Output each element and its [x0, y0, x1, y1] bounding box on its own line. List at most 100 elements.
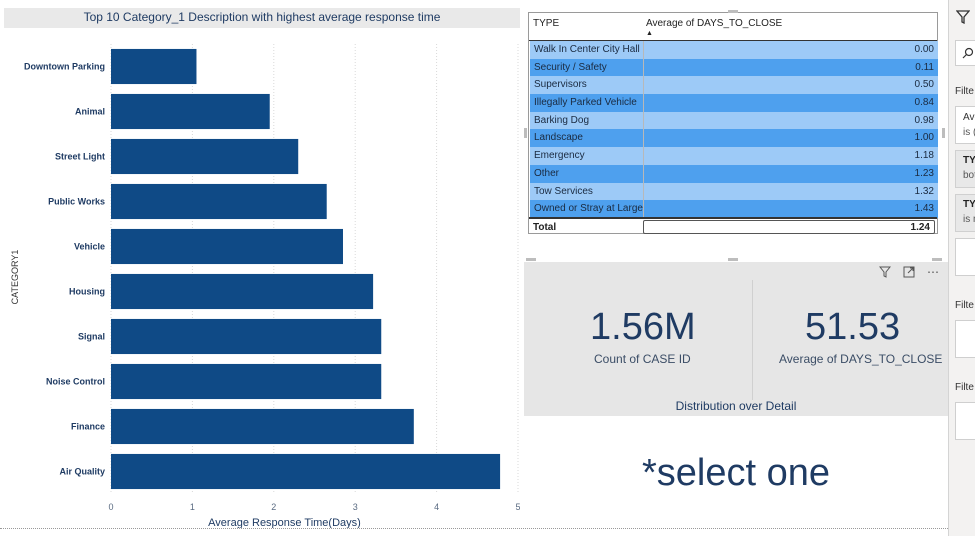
- table-row[interactable]: Supervisors 0.50: [530, 76, 938, 94]
- y-category-label: Signal: [78, 332, 105, 342]
- table-cell-avg-days: 0.11: [915, 62, 934, 73]
- type-table-visual[interactable]: TYPE Average of DAYS_TO_CLOSE ▲ Walk In …: [528, 12, 938, 234]
- table-row[interactable]: Security / Safety 0.11: [530, 59, 938, 77]
- bar[interactable]: [111, 409, 414, 444]
- x-tick-label: 4: [434, 502, 439, 512]
- table-cell-avg-days: 1.43: [915, 203, 934, 214]
- table-row[interactable]: Illegally Parked Vehicle 0.84: [530, 94, 938, 112]
- table-row[interactable]: Other 1.23: [530, 165, 938, 183]
- filter-card-type-1-state: bot: [963, 170, 975, 181]
- table-body: Walk In Center City Hall 0.00 Security / S…: [530, 41, 938, 218]
- count-card-label: Count of CASE ID: [594, 352, 691, 366]
- filters-on-visual-label: Filte: [955, 86, 974, 97]
- filter-card-average[interactable]: Ave is (: [955, 106, 975, 144]
- filters-pane[interactable]: Filte Ave is ( TY bot TY is n Filte Filt…: [948, 0, 975, 536]
- filter-card-type-2-state: is n: [963, 214, 975, 225]
- column-separator: [643, 41, 644, 217]
- report-canvas: Top 10 Category_1 Description with highe…: [0, 0, 948, 536]
- filter-card-type-1[interactable]: TY bot: [955, 150, 975, 188]
- y-category-label: Street Light: [55, 152, 105, 162]
- x-axis-title: Average Response Time(Days): [208, 517, 361, 528]
- filter-card-type-2-title: TY: [963, 199, 975, 210]
- bar-chart-plot[interactable]: 0 1 2 3 4 5 Downtown Parking Animal Street Light…: [4, 28, 520, 528]
- add-data-field-box-1[interactable]: [955, 238, 975, 276]
- bar-chart-visual[interactable]: Top 10 Category_1 Description with highe…: [4, 8, 520, 528]
- select-one-text: *select one: [524, 452, 948, 495]
- table-cell-type: Illegally Parked Vehicle: [534, 97, 637, 108]
- table-cell-avg-days: 0.50: [915, 79, 934, 90]
- y-category-label: Vehicle: [74, 242, 105, 252]
- table-cell-avg-days: 1.32: [915, 186, 934, 197]
- filter-icon[interactable]: [876, 264, 894, 280]
- bar[interactable]: [111, 274, 373, 309]
- filter-card-average-state: is (: [963, 127, 975, 138]
- total-value: 1.24: [911, 222, 930, 233]
- resize-handle-left[interactable]: [524, 128, 527, 138]
- y-axis-title: CATEGORY1: [10, 250, 20, 305]
- table-row[interactable]: Walk In Center City Hall 0.00: [530, 41, 938, 59]
- avg-card-label: Average of DAYS_TO_CLOSE: [779, 352, 942, 366]
- column-header-avg-days[interactable]: Average of DAYS_TO_CLOSE: [646, 18, 782, 29]
- card-footer-title: Distribution over Detail: [524, 399, 948, 413]
- add-data-field-box-3[interactable]: [955, 402, 975, 440]
- x-tick-label: 0: [108, 502, 113, 512]
- total-label: Total: [533, 222, 556, 233]
- count-card-value: 1.56M: [590, 306, 696, 349]
- filter-card-average-title: Ave: [963, 112, 975, 123]
- y-category-label: Housing: [69, 287, 105, 297]
- table-cell-avg-days: 0.00: [915, 44, 934, 55]
- y-category-label: Animal: [75, 107, 105, 117]
- table-row[interactable]: Tow Services 1.32: [530, 183, 938, 201]
- bar[interactable]: [111, 139, 298, 174]
- bar[interactable]: [111, 94, 270, 129]
- table-cell-type: Walk In Center City Hall: [534, 44, 640, 55]
- x-tick-label: 5: [515, 502, 520, 512]
- filters-on-page-label: Filte: [955, 300, 974, 311]
- x-tick-label: 2: [271, 502, 276, 512]
- table-cell-avg-days: 1.00: [915, 132, 934, 143]
- table-header: TYPE Average of DAYS_TO_CLOSE ▲: [529, 13, 937, 41]
- table-cell-type: Tow Services: [534, 186, 593, 197]
- table-cell-type: Security / Safety: [534, 62, 607, 73]
- table-cell-avg-days: 0.84: [915, 97, 934, 108]
- more-options-icon[interactable]: ⋯: [924, 264, 942, 280]
- resize-handle-top[interactable]: [728, 10, 738, 13]
- chart-title: Top 10 Category_1 Description with highe…: [4, 10, 520, 24]
- focus-mode-icon[interactable]: [900, 264, 918, 280]
- table-row[interactable]: Barking Dog 0.98: [530, 112, 938, 130]
- y-category-label: Downtown Parking: [24, 62, 105, 72]
- table-cell-type: Other: [534, 168, 559, 179]
- canvas-bottom-border: [0, 528, 948, 529]
- filter-pane-icon[interactable]: [956, 10, 970, 29]
- bar[interactable]: [111, 364, 381, 399]
- resize-handle-right[interactable]: [942, 128, 945, 138]
- card-visuals-panel[interactable]: ⋯ 1.56M Count of CASE ID 51.53 Average o…: [524, 262, 948, 416]
- total-value-box: 1.24: [643, 220, 935, 234]
- sort-ascending-icon: ▲: [646, 30, 653, 37]
- table-cell-type: Owned or Stray at Large: [534, 203, 643, 214]
- filter-search-box[interactable]: [955, 40, 975, 66]
- table-cell-type: Supervisors: [534, 79, 587, 90]
- y-category-label: Air Quality: [59, 467, 105, 477]
- x-tick-label: 1: [190, 502, 195, 512]
- filter-card-type-2[interactable]: TY is n: [955, 194, 975, 232]
- bar[interactable]: [111, 49, 196, 84]
- table-cell-avg-days: 1.18: [915, 150, 934, 161]
- resize-handle-bottom[interactable]: [728, 258, 738, 261]
- add-data-field-box-2[interactable]: [955, 320, 975, 358]
- y-category-label: Public Works: [48, 197, 105, 207]
- table-row[interactable]: Emergency 1.18: [530, 147, 938, 165]
- x-tick-label: 3: [353, 502, 358, 512]
- bar[interactable]: [111, 229, 343, 264]
- table-row[interactable]: Owned or Stray at Large 1.43: [530, 200, 938, 218]
- bar[interactable]: [111, 454, 500, 489]
- bar[interactable]: [111, 319, 381, 354]
- resize-handle-bottom-right[interactable]: [932, 258, 942, 261]
- table-cell-avg-days: 0.98: [915, 115, 934, 126]
- filters-on-all-pages-label: Filte: [955, 382, 974, 393]
- resize-handle-bottom-left[interactable]: [526, 258, 536, 261]
- bar[interactable]: [111, 184, 327, 219]
- column-header-type[interactable]: TYPE: [533, 18, 559, 29]
- table-row[interactable]: Landscape 1.00: [530, 129, 938, 147]
- avg-card-value: 51.53: [805, 306, 900, 349]
